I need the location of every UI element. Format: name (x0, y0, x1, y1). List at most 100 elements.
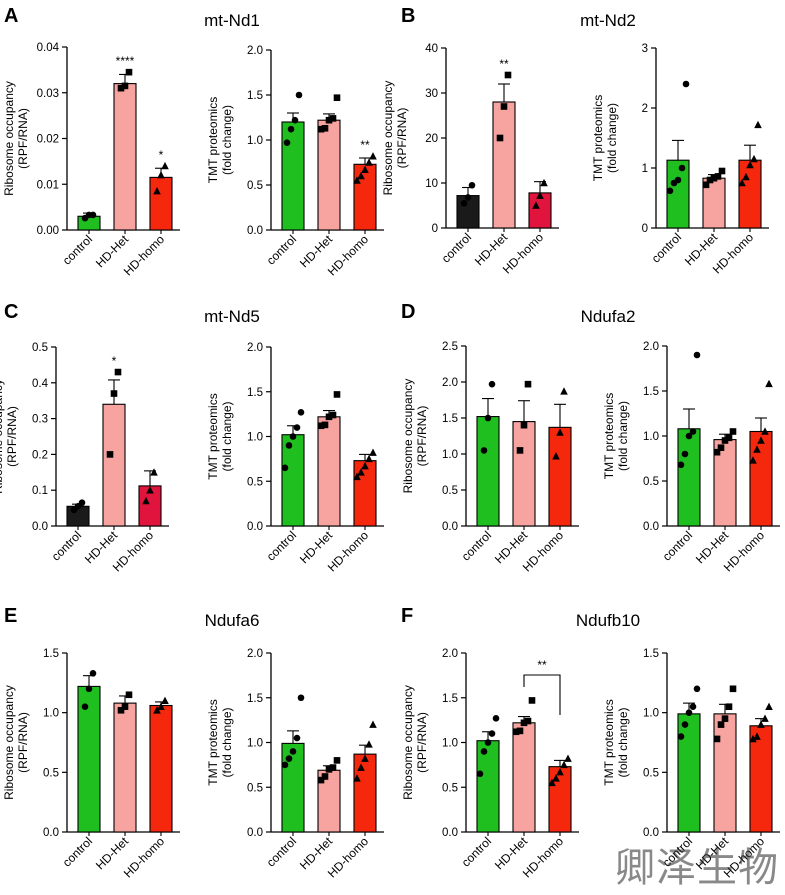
data-point (464, 194, 472, 201)
data-point (153, 187, 161, 195)
data-point (524, 717, 532, 725)
x-tick-label: control (264, 232, 299, 267)
y-tick-label: 2.0 (643, 341, 659, 353)
y-tick-label: 0.0 (32, 521, 48, 533)
y-axis-label: Ribosome occupancy(RPF/RNA) (401, 685, 429, 800)
data-point (81, 703, 89, 710)
data-point (512, 728, 520, 736)
data-point (291, 116, 299, 124)
data-point (281, 464, 289, 472)
data-point (321, 773, 329, 780)
y-tick-label: 0.03 (37, 88, 59, 100)
x-tick-label: control (660, 528, 695, 563)
bar-HD-Het (317, 119, 341, 231)
x-tick-label: control (60, 232, 95, 267)
y-axis-label-line: (fold change) (220, 707, 234, 777)
y-tick-label: 0.5 (247, 782, 263, 794)
data-point (560, 387, 568, 395)
data-point (157, 171, 165, 179)
data-point (681, 721, 689, 728)
bar-HD-Het (512, 421, 536, 527)
data-point (329, 764, 337, 771)
data-point (117, 706, 125, 714)
y-axis-label-line: (RPF/RNA) (415, 712, 429, 773)
y-tick-label: 0 (432, 223, 438, 235)
significance-label: ** (360, 138, 370, 152)
y-tick-label: 1.0 (247, 738, 263, 750)
data-point (295, 91, 303, 99)
data-point (283, 139, 291, 146)
bar-HD-homo (149, 176, 173, 231)
bar-control (281, 434, 305, 527)
data-point (548, 778, 556, 787)
data-point (142, 496, 150, 505)
bar-HD-Het (713, 713, 737, 833)
y-axis-label-line: (RPF/RNA) (5, 406, 19, 467)
bar-control (476, 740, 500, 833)
y-axis-label-line: (fold change) (616, 401, 630, 471)
y-axis-label-line: Ribosome occupancy (2, 81, 16, 196)
data-point (153, 706, 161, 714)
significance-label: **** (116, 54, 135, 68)
y-tick-label: 1.5 (643, 386, 659, 398)
y-axis-label: Ribosome occupancy(RPF/RNA) (2, 81, 30, 196)
y-tick-label: 0.2 (32, 449, 48, 461)
data-point (361, 461, 369, 470)
data-point (560, 760, 568, 769)
data-point (85, 685, 93, 693)
data-point (753, 445, 761, 453)
y-tick-label: 0.5 (643, 767, 659, 779)
data-point (528, 697, 536, 704)
y-tick-label: 0.0 (247, 827, 263, 839)
data-point (114, 368, 122, 376)
chart-E-tmt: TMT proteomics(fold change) 0.0 0.5 1.0 1.5 2… (206, 648, 384, 880)
data-point (357, 763, 365, 771)
data-point (285, 755, 293, 762)
bar-control (677, 713, 701, 833)
x-tick-label: control (49, 528, 84, 563)
data-point (520, 719, 528, 727)
data-point (293, 424, 301, 431)
data-point (293, 734, 301, 742)
data-point (361, 165, 369, 173)
data-point (702, 181, 710, 189)
data-point (297, 694, 305, 702)
y-tick-label: 0.0 (442, 521, 458, 533)
y-tick-label: 2.0 (442, 377, 458, 389)
data-point (480, 447, 488, 454)
x-tick-label: control (60, 834, 95, 869)
data-point (150, 468, 158, 476)
data-point (369, 720, 377, 728)
y-tick-label: 0.0 (43, 827, 59, 839)
data-point (121, 82, 129, 90)
significance-label: ** (499, 57, 509, 71)
data-point (365, 454, 373, 463)
data-point (317, 125, 325, 133)
data-point (738, 178, 746, 187)
data-point (677, 733, 685, 740)
panel-letter-B: B (401, 5, 415, 27)
y-tick-label: 2.0 (247, 45, 263, 57)
y-axis-label: TMT proteomics(fold change) (602, 393, 630, 479)
data-point (317, 422, 325, 430)
data-point (325, 413, 333, 421)
data-point (761, 427, 769, 435)
chart-D-tmt: TMT proteomics(fold change) 0.0 0.5 1.0 1.5 2… (602, 341, 780, 574)
y-tick-label: 1.5 (247, 90, 263, 102)
data-point (714, 173, 722, 180)
bar-control (77, 685, 101, 833)
panel-letter-A: A (4, 5, 18, 27)
data-point (117, 84, 125, 92)
data-point (666, 187, 674, 195)
data-point (552, 774, 560, 782)
y-tick-label: 1.0 (247, 135, 263, 147)
data-point (689, 428, 697, 435)
data-point (516, 447, 524, 454)
y-tick-label: 1.5 (43, 648, 59, 660)
panel-title-F: Ndufb10 (576, 611, 640, 630)
bar-HD-homo (353, 460, 377, 527)
y-tick-label: 0.0 (247, 225, 263, 237)
x-tick-label: control (649, 230, 684, 265)
data-point (721, 437, 729, 444)
data-point (713, 735, 721, 743)
